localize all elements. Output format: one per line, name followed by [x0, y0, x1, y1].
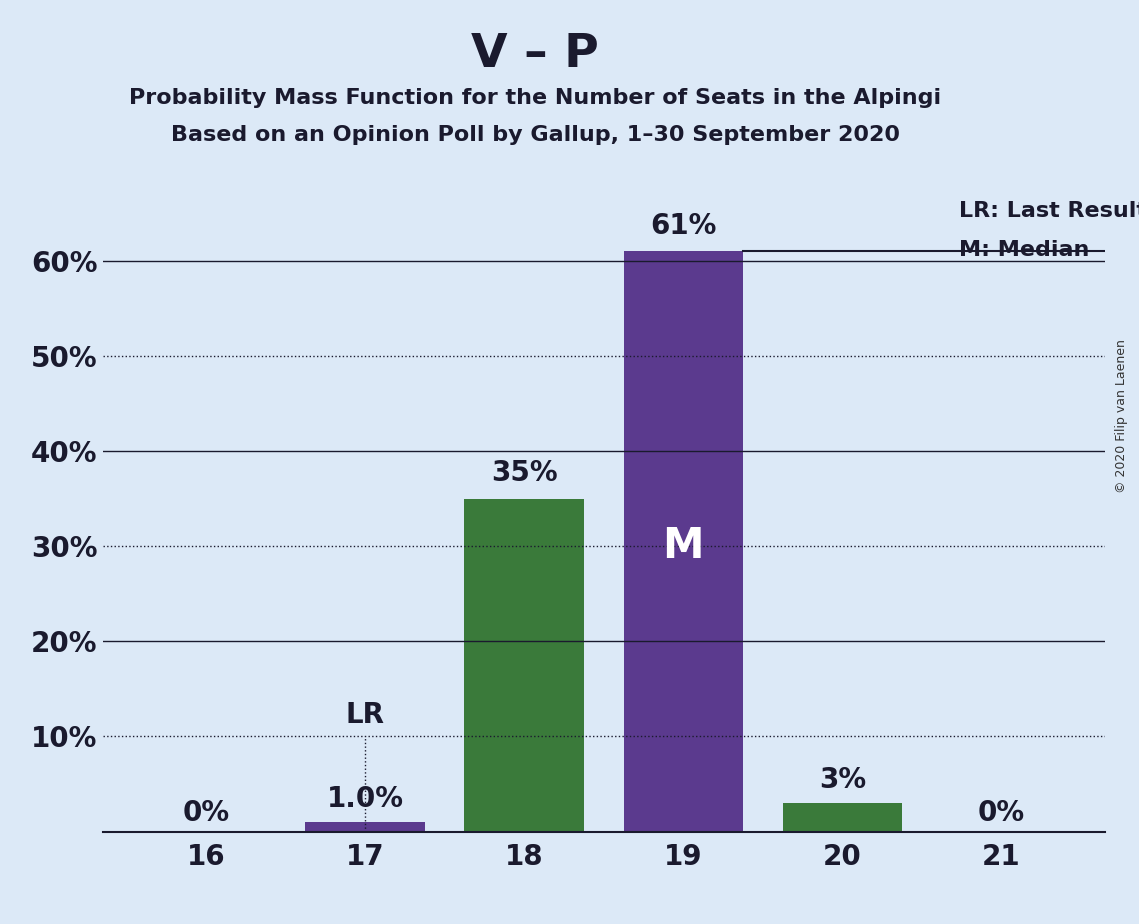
Bar	[305, 822, 425, 832]
Text: © 2020 Filip van Laenen: © 2020 Filip van Laenen	[1115, 339, 1129, 492]
Text: V – P: V – P	[472, 32, 599, 78]
Text: Probability Mass Function for the Number of Seats in the Alpingi: Probability Mass Function for the Number…	[129, 88, 942, 108]
Text: Based on an Opinion Poll by Gallup, 1–30 September 2020: Based on an Opinion Poll by Gallup, 1–30…	[171, 125, 900, 145]
Bar	[782, 803, 902, 832]
Text: 35%: 35%	[491, 459, 557, 487]
Bar	[623, 251, 743, 832]
Text: LR: Last Result: LR: Last Result	[959, 201, 1139, 221]
Text: 0%: 0%	[978, 799, 1025, 827]
Text: M: M	[663, 525, 704, 567]
Text: 0%: 0%	[182, 799, 229, 827]
Text: 3%: 3%	[819, 766, 866, 794]
Text: LR: LR	[345, 701, 385, 729]
Bar	[465, 499, 584, 832]
Text: 1.0%: 1.0%	[327, 784, 403, 812]
Text: 61%: 61%	[650, 212, 716, 240]
Text: M: Median: M: Median	[959, 239, 1090, 260]
